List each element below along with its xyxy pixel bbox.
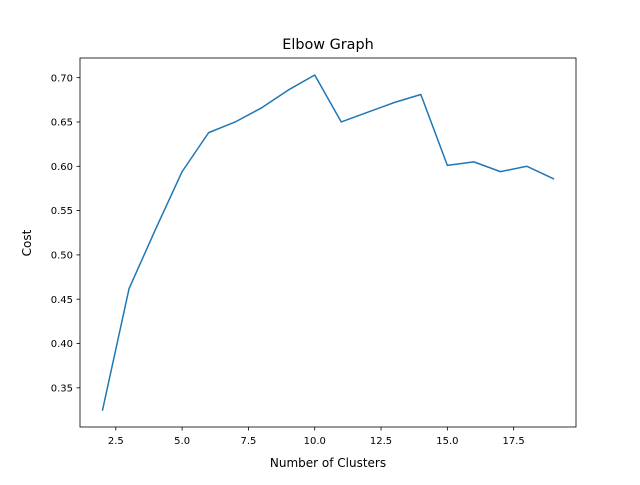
y-tick-label: 0.35: [51, 383, 73, 394]
x-tick-label: 12.5: [370, 436, 392, 447]
x-tick-label: 7.5: [240, 436, 256, 447]
data-layer: [101, 74, 555, 411]
series-line-cost: [101, 74, 555, 411]
y-tick-label: 0.65: [51, 118, 73, 129]
x-axis-label: Number of Clusters: [270, 456, 386, 470]
y-tick-label: 0.40: [51, 339, 73, 350]
y-tick-label: 0.60: [51, 162, 73, 173]
x-tick-label: 2.5: [108, 436, 124, 447]
axes-frame: [79, 57, 577, 428]
y-axis-label: Cost: [20, 229, 34, 256]
x-tick-label: 10.0: [304, 436, 326, 447]
y-tick-label: 0.45: [51, 295, 73, 306]
ticks-layer: 2.5 5.0 7.5 10.0 12.5 15.0 17.5 0.35 0.40 0.45 0.5…: [51, 73, 525, 447]
x-tick-label: 15.0: [436, 436, 458, 447]
x-tick-label: 17.5: [503, 436, 525, 447]
y-tick-label: 0.55: [51, 206, 73, 217]
chart-title: Elbow Graph: [282, 37, 374, 53]
y-tick-label: 0.50: [51, 251, 73, 262]
x-tick-label: 5.0: [174, 436, 190, 447]
y-tick-label: 0.70: [51, 73, 73, 84]
